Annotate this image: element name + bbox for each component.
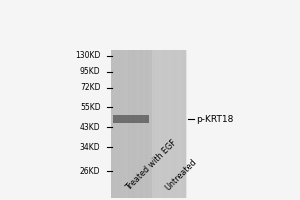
Bar [120, 50, 121, 198]
Bar [112, 50, 113, 198]
Text: 34KD: 34KD [80, 142, 101, 152]
Bar [155, 50, 157, 198]
Bar [144, 50, 145, 198]
Bar [167, 50, 168, 198]
Bar [172, 50, 173, 198]
Bar [147, 50, 148, 198]
Bar [111, 50, 112, 198]
Bar [133, 50, 134, 198]
Text: 26KD: 26KD [80, 166, 101, 176]
Bar [130, 50, 131, 198]
Bar [182, 50, 183, 198]
Text: 95KD: 95KD [80, 68, 101, 76]
Bar [115, 50, 116, 198]
Bar [113, 50, 115, 198]
Bar [135, 50, 136, 198]
Bar [139, 50, 140, 198]
Bar [134, 50, 135, 198]
Bar [140, 50, 142, 198]
Bar [177, 50, 178, 198]
Bar [148, 50, 149, 198]
Bar [152, 50, 186, 198]
Bar [184, 50, 185, 198]
Bar [125, 50, 126, 198]
Bar [113, 115, 148, 123]
Bar [131, 50, 133, 198]
Bar [124, 50, 125, 198]
Bar [126, 50, 128, 198]
Text: Untreated: Untreated [163, 157, 198, 192]
Bar [173, 50, 175, 198]
Bar [128, 50, 129, 198]
Bar [159, 50, 160, 198]
Bar [157, 50, 158, 198]
Bar [122, 50, 124, 198]
Bar [160, 50, 162, 198]
Bar [118, 50, 120, 198]
Bar [186, 50, 187, 198]
Text: Treated with EGF: Treated with EGF [124, 138, 178, 192]
Bar [129, 50, 130, 198]
Bar [111, 50, 152, 198]
Text: 72KD: 72KD [80, 83, 101, 92]
Bar [145, 50, 147, 198]
Text: 43KD: 43KD [80, 122, 101, 132]
Bar [168, 50, 169, 198]
Bar [166, 50, 167, 198]
Text: 130KD: 130KD [75, 51, 100, 60]
Bar [149, 50, 150, 198]
Bar [136, 50, 138, 198]
Bar [180, 50, 181, 198]
Bar [181, 50, 182, 198]
Bar [143, 50, 144, 198]
Bar [138, 50, 139, 198]
Text: p-KRT18: p-KRT18 [196, 114, 234, 123]
Bar [176, 50, 177, 198]
Bar [175, 50, 176, 198]
Bar [162, 50, 163, 198]
Bar [150, 50, 152, 198]
Bar [142, 50, 143, 198]
Bar [152, 50, 153, 198]
Bar [171, 50, 172, 198]
Bar [185, 50, 186, 198]
Bar [117, 50, 119, 198]
Bar [164, 50, 166, 198]
Bar [153, 50, 154, 198]
Bar [178, 50, 180, 198]
Bar [158, 50, 159, 198]
Bar [116, 50, 117, 198]
Bar [169, 50, 171, 198]
Bar [121, 50, 122, 198]
Text: 55KD: 55KD [80, 102, 101, 112]
Bar [154, 50, 155, 198]
Bar [163, 50, 164, 198]
